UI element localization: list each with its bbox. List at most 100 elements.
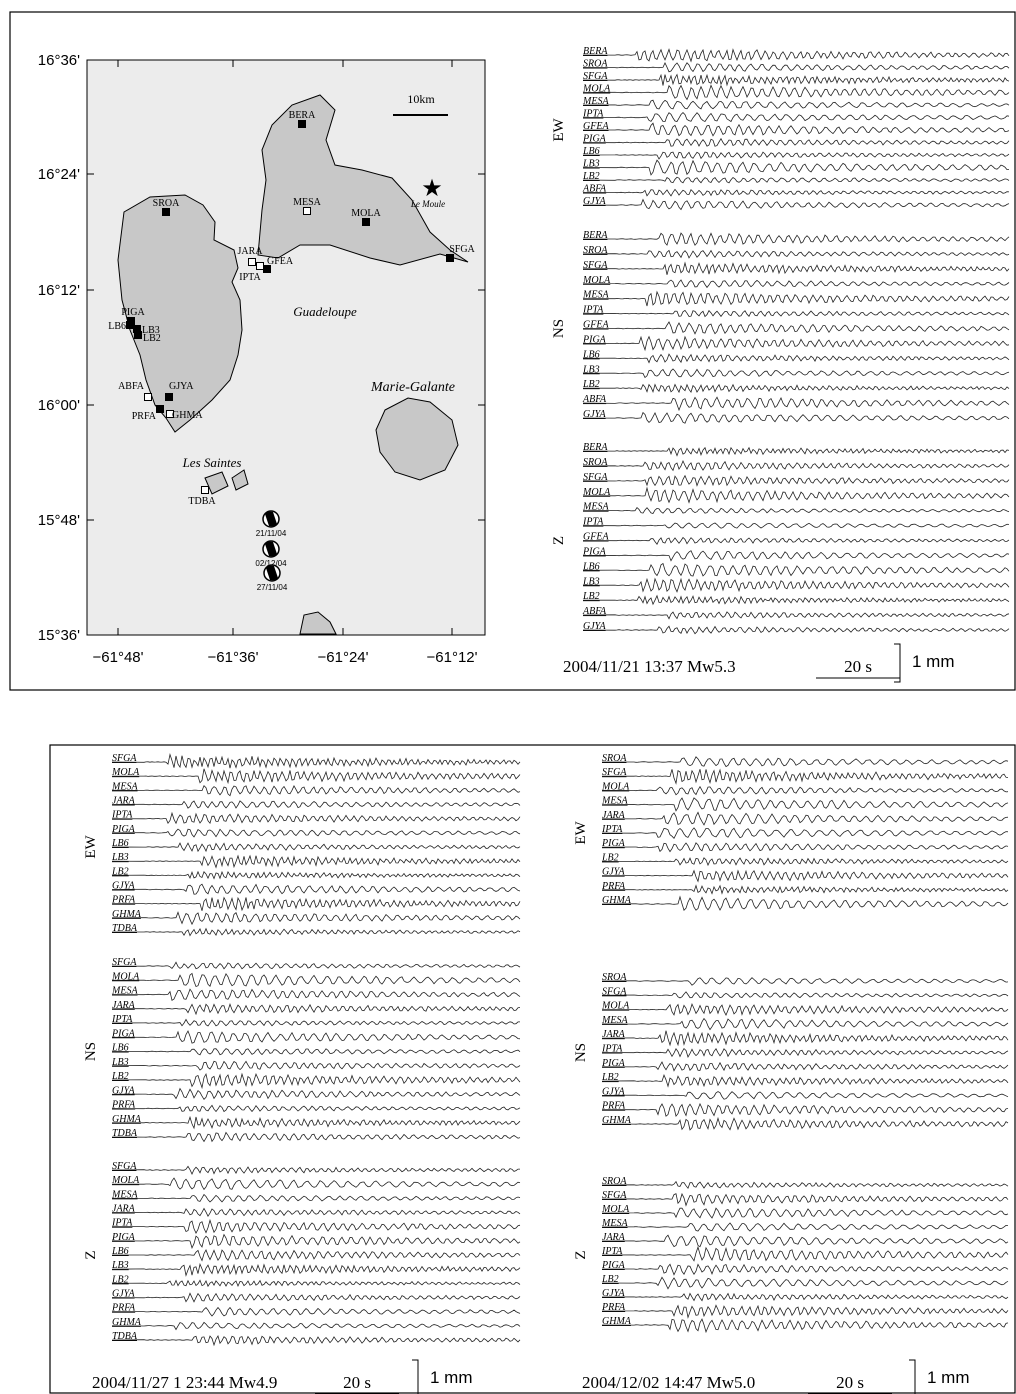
trace-label: GFEA — [583, 121, 609, 132]
trace-label: LB2 — [111, 1274, 129, 1285]
lat-label: 15°48' — [38, 512, 80, 529]
waveform — [601, 1292, 1009, 1302]
trace-label: LB6 — [111, 838, 129, 849]
trace-label: IPTA — [601, 824, 623, 835]
frame-top — [9, 11, 1016, 691]
caption: 2004/11/27 1 23:44 Mw4.9 — [92, 1373, 277, 1392]
lat-label: 16°24' — [38, 166, 80, 183]
station-label: LB6 — [108, 321, 126, 332]
lat-label: 16°12' — [38, 282, 80, 299]
trace-label: GHMA — [602, 1115, 632, 1126]
time-scale-label: 20 s — [836, 1373, 864, 1392]
waveform — [582, 536, 1010, 545]
waveform — [582, 577, 1010, 593]
waveform — [111, 854, 521, 869]
trace-label: IPTA — [582, 517, 604, 528]
trace-label: MOLA — [601, 781, 630, 792]
waveform — [601, 1234, 1009, 1248]
trace-label: SFGA — [583, 472, 608, 483]
trace-label: GJYA — [583, 409, 607, 420]
lon-label: −61°12' — [427, 649, 478, 666]
waveform — [112, 1048, 521, 1056]
trace-label: MESA — [582, 290, 609, 301]
trace-label: GJYA — [602, 1086, 626, 1097]
trace-label: PRFA — [111, 895, 136, 906]
trace-label: IPTA — [582, 305, 604, 316]
waveform — [111, 972, 521, 988]
waveform — [111, 1030, 521, 1044]
trace-label: GHMA — [602, 1316, 632, 1327]
waveform — [601, 895, 1009, 911]
trace-label: IPTA — [582, 109, 604, 120]
waveform — [601, 1091, 1009, 1100]
waveform — [602, 1263, 1009, 1276]
trace-label: GHMA — [112, 909, 142, 920]
station-label: MESA — [293, 197, 322, 208]
station-marker — [298, 120, 306, 128]
waveform — [111, 911, 521, 926]
waveform — [582, 99, 1010, 110]
waveform — [111, 1306, 521, 1317]
lon-label: −61°24' — [318, 649, 369, 666]
waveform — [111, 1072, 521, 1090]
trace-label: IPTA — [111, 810, 133, 821]
waveform — [582, 550, 1010, 562]
place-label: Le Moule — [410, 199, 445, 209]
trace-label: MOLA — [601, 1204, 630, 1215]
waveform — [111, 1233, 521, 1250]
waveform — [582, 353, 1010, 364]
waveform — [582, 198, 1010, 211]
trace-label: SFGA — [112, 1161, 137, 1172]
waveform — [111, 870, 521, 880]
epicenter-star: ★ — [421, 176, 443, 202]
waveform — [601, 1047, 1009, 1059]
waveform — [582, 137, 1010, 147]
waveform — [111, 1002, 521, 1016]
trace-label: LB3 — [111, 1260, 129, 1271]
component-label: NS — [551, 319, 567, 338]
trace-label: LB2 — [111, 866, 129, 877]
waveform — [601, 1017, 1009, 1031]
trace-label: PIGA — [111, 1232, 136, 1243]
trace-label: PIGA — [601, 1058, 626, 1069]
waveform — [111, 1292, 521, 1303]
scale-label: 10km — [407, 92, 435, 106]
mechanism-date: 02/12/04 — [255, 559, 287, 568]
waveform — [601, 842, 1009, 853]
trace-label: LB3 — [111, 1057, 129, 1068]
mechanism-date: 21/11/04 — [256, 529, 287, 538]
trace-label: PIGA — [582, 334, 607, 345]
trace-label: SROA — [602, 753, 627, 764]
lat-label: 16°00' — [38, 397, 80, 414]
waveform — [582, 522, 1010, 529]
waveform — [111, 1335, 521, 1347]
trace-label: IPTA — [601, 1246, 623, 1257]
component-label: Z — [551, 536, 567, 545]
trace-label: LB2 — [601, 852, 619, 863]
waveform — [582, 368, 1010, 379]
station-marker — [166, 410, 174, 418]
trace-label: MESA — [111, 1189, 138, 1200]
trace-label: PRFA — [601, 1101, 626, 1112]
station-label: GFEA — [267, 256, 294, 267]
waveform — [601, 1116, 1009, 1131]
trace-label: GJYA — [602, 867, 626, 878]
trace-label: GJYA — [112, 1289, 136, 1300]
component-label: NS — [83, 1042, 99, 1061]
trace-label: GJYA — [583, 196, 607, 207]
component-label: Z — [573, 1250, 589, 1259]
waveform — [601, 1304, 1009, 1319]
trace-label: TDBA — [112, 1128, 138, 1139]
waveform — [582, 159, 1009, 176]
waveform — [602, 756, 1009, 768]
waveform — [582, 625, 1010, 635]
mechanism-date: 27/11/04 — [257, 583, 288, 592]
trace-label: LB3 — [111, 852, 129, 863]
trace-label: SROA — [583, 59, 608, 70]
trace-label: MOLA — [111, 971, 140, 982]
trace-label: SFGA — [583, 260, 608, 271]
trace-label: MESA — [111, 781, 138, 792]
waveform — [582, 249, 1010, 259]
trace-label: IPTA — [111, 1218, 133, 1229]
